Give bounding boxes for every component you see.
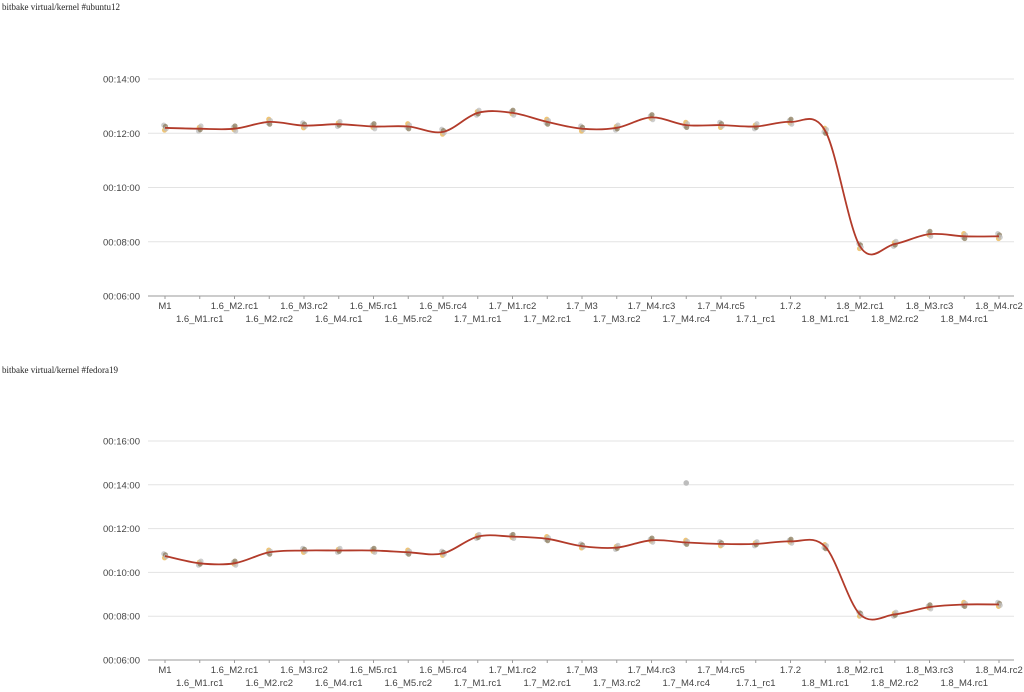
x-tick-label: 1.7_M1.rc1 [454,314,502,325]
x-tick-label: 1.8_M2.rc2 [871,314,919,325]
y-tick-label: 00:10:00 [103,568,140,579]
y-tick-label: 00:16:00 [103,437,140,448]
x-tick-label: 1.7_M4.rc3 [628,665,676,676]
x-tick-label: 1.6_M1.rc1 [176,678,224,689]
x-tick-label: 1.8_M4.rc2 [975,665,1023,676]
chart-ubuntu12: 00:06:00 00:08:00 00:10:00 00:12:00 00:14:00… [103,75,1023,326]
outlier-point [683,480,690,486]
sample-point [510,107,516,113]
x-tick-label: 1.7_M1.rc2 [489,301,537,312]
x-tick-label: 1.6_M2.rc2 [245,314,293,325]
x-tick-label: 1.7_M3 [566,301,598,312]
x-tick-label: 1.6_M3.rc2 [280,665,328,676]
x-tick-label: 1.8_M2.rc1 [836,301,884,312]
sample-point [232,123,238,129]
x-tick-label: M1 [158,301,171,312]
y-tick-label: 00:08:00 [103,237,140,248]
sample-point [650,117,656,123]
x-tick-label: 1.7_M2.rc1 [523,678,571,689]
sample-point [371,121,377,127]
x-tick-label: 1.6_M1.rc1 [176,314,224,325]
sample-point [233,128,239,134]
chart-title-fedora19: bitbake virtual/kernel #fedora19 [2,365,118,375]
x-tick-label: 1.8_M3.rc3 [906,301,954,312]
sample-point [337,118,343,125]
x-tick-label: 1.6_M5.rc1 [350,301,398,312]
x-tick-label: M1 [158,665,171,676]
y-tick-label: 00:14:00 [103,75,140,86]
sample-point [927,228,933,234]
x-tick-label: 1.7_M4.rc5 [697,301,745,312]
x-tick-label: 1.6_M5.rc4 [419,665,467,676]
x-tick-label: 1.6_M5.rc2 [384,678,432,689]
y-tick-label: 00:14:00 [103,480,140,491]
sample-point [788,116,794,122]
x-tick-label: 1.7_M4.rc4 [662,314,710,325]
x-tick-label: 1.7.1_rc1 [736,678,776,689]
y-tick-label: 00:06:00 [103,292,140,303]
x-tick-label: 1.8_M1.rc1 [801,678,849,689]
x-tick-label: 1.6_M4.rc1 [315,314,363,325]
x-tick-label: 1.7_M4.rc3 [628,301,676,312]
x-tick-label: 1.8_M4.rc1 [940,314,988,325]
x-tick-label: 1.6_M2.rc1 [211,301,259,312]
x-tick-label: 1.7.2 [780,665,801,676]
x-tick-label: 1.6_M2.rc2 [245,678,293,689]
sample-point [928,233,934,239]
x-tick-label: 1.7_M4.rc4 [662,678,710,689]
x-tick-label: 1.7_M3 [566,665,598,676]
x-tick-label: 1.8_M1.rc1 [801,314,849,325]
x-tick-label: 1.7_M1.rc2 [489,665,537,676]
chart-title-ubuntu12: bitbake virtual/kernel #ubuntu12 [2,2,120,12]
x-tick-label: 1.8_M2.rc2 [871,678,919,689]
x-tick-label: 1.6_M4.rc1 [315,678,363,689]
sample-point [198,123,204,129]
x-tick-label: 1.6_M5.rc4 [419,301,467,312]
trend-line [164,110,1000,256]
y-tick-label: 00:12:00 [103,524,140,535]
x-tick-label: 1.6_M3.rc2 [280,301,328,312]
x-tick-label: 1.7_M1.rc1 [454,678,502,689]
chart-fedora19: 00:06:00 00:08:00 00:10:00 00:12:00 00:14:00… [103,437,1023,690]
x-tick-label: 1.8_M4.rc2 [975,301,1023,312]
trend-line [164,534,1000,621]
y-tick-label: 00:10:00 [103,183,140,194]
x-tick-label: 1.7_M3.rc2 [593,678,641,689]
x-tick-label: 1.8_M4.rc1 [940,678,988,689]
x-tick-label: 1.8_M3.rc3 [906,665,954,676]
x-tick-label: 1.6_M5.rc1 [350,665,398,676]
sample-point [649,112,655,118]
x-tick-label: 1.7_M2.rc1 [523,314,571,325]
y-tick-label: 00:12:00 [103,129,140,140]
sample-point [789,121,795,127]
sample-point [754,121,760,127]
x-tick-label: 1.7.2 [780,301,801,312]
x-tick-label: 1.7.1_rc1 [736,314,776,325]
x-tick-label: 1.7_M3.rc2 [593,314,641,325]
y-tick-label: 00:06:00 [103,656,140,667]
x-tick-label: 1.8_M2.rc1 [836,665,884,676]
x-tick-label: 1.6_M2.rc1 [211,665,259,676]
y-tick-label: 00:08:00 [103,612,140,623]
x-tick-label: 1.7_M4.rc5 [697,665,745,676]
x-tick-label: 1.6_M5.rc2 [384,314,432,325]
